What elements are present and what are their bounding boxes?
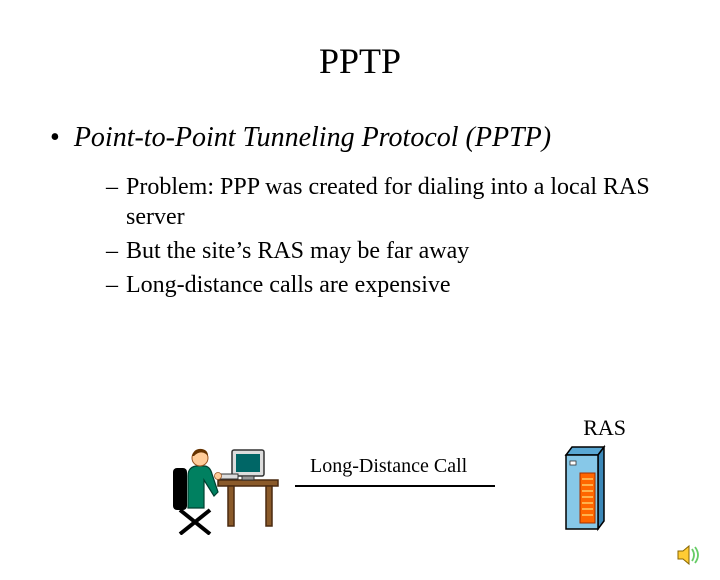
bullet-level1: • Point-to-Point Tunneling Protocol (PPT… — [50, 122, 680, 154]
person-at-computer-icon — [170, 440, 280, 535]
bullet-text: But the site’s RAS may be far away — [126, 236, 680, 266]
call-label: Long-Distance Call — [310, 455, 467, 478]
slide-title: PPTP — [0, 40, 720, 82]
sound-icon — [676, 544, 702, 566]
bullet-text: Point-to-Point Tunneling Protocol (PPTP) — [74, 122, 551, 154]
bullet-level2: – But the site’s RAS may be far away — [106, 236, 680, 266]
bullet-level2: – Problem: PPP was created for dialing i… — [106, 172, 680, 232]
diagram-area: RAS Long-Distance Call — [0, 415, 720, 565]
bullet-text: Problem: PPP was created for dialing int… — [126, 172, 680, 232]
dash-marker: – — [106, 270, 118, 300]
dash-marker: – — [106, 236, 118, 266]
slide-body: • Point-to-Point Tunneling Protocol (PPT… — [0, 122, 720, 300]
server-rack-icon — [560, 443, 610, 533]
bullet-level2: – Long-distance calls are expensive — [106, 270, 680, 300]
bullet-marker: • — [50, 122, 60, 154]
dash-marker: – — [106, 172, 118, 202]
bullet-text: Long-distance calls are expensive — [126, 270, 680, 300]
ras-label: RAS — [583, 415, 626, 441]
call-line — [295, 485, 495, 487]
